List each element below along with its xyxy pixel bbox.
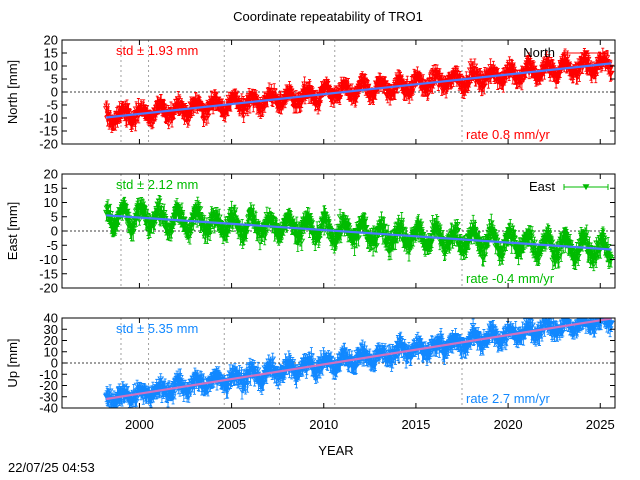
legend-label-north: North — [523, 45, 555, 60]
ytick-label-east-5: -5 — [46, 238, 58, 253]
legend-label-east: East — [529, 179, 555, 194]
y-axis-label-up: Up [mm] — [5, 338, 20, 387]
xtick-label-5: 2025 — [586, 417, 615, 432]
rate-label-up: rate 2.7 mm/yr — [466, 391, 550, 406]
legend-symbol-east — [563, 184, 609, 191]
ytick-label-east-6: -10 — [39, 252, 58, 267]
ytick-label-east-4: 0 — [51, 224, 58, 239]
xtick-label-3: 2015 — [401, 417, 430, 432]
ytick-label-up-8: -40 — [39, 401, 58, 416]
ytick-label-north-1: 15 — [44, 46, 58, 61]
ytick-label-north-3: 5 — [51, 72, 58, 87]
ytick-label-up-5: -10 — [39, 367, 58, 382]
ytick-label-north-0: 20 — [44, 33, 58, 48]
ytick-label-east-8: -20 — [39, 281, 58, 296]
ytick-label-up-6: -20 — [39, 378, 58, 393]
y-axis-label-east: East [mm] — [5, 202, 20, 261]
ytick-label-north-6: -10 — [39, 111, 58, 126]
xtick-label-2: 2010 — [309, 417, 338, 432]
ytick-label-up-2: 20 — [44, 333, 58, 348]
series-east — [103, 195, 615, 272]
ytick-label-east-3: 5 — [51, 209, 58, 224]
ytick-label-north-4: 0 — [51, 85, 58, 100]
ytick-label-east-7: -15 — [39, 266, 58, 281]
std-label-east: std ± 2.12 mm — [116, 177, 198, 192]
chart-title: Coordinate repeatability of TRO1 — [233, 9, 423, 24]
trend-line-east — [106, 214, 612, 251]
y-axis-label-north: North [mm] — [5, 60, 20, 124]
xtick-label-0: 2000 — [125, 417, 154, 432]
ytick-label-north-7: -15 — [39, 124, 58, 139]
ytick-label-up-3: 10 — [44, 344, 58, 359]
ytick-label-east-1: 15 — [44, 181, 58, 196]
ytick-label-north-5: -5 — [46, 98, 58, 113]
xtick-label-1: 2005 — [217, 417, 246, 432]
ytick-label-up-0: 40 — [44, 311, 58, 326]
x-axis-label: YEAR — [318, 443, 353, 458]
ytick-label-up-7: -30 — [39, 389, 58, 404]
std-label-up: std ± 5.35 mm — [116, 321, 198, 336]
ytick-label-up-4: 0 — [51, 356, 58, 371]
rate-label-east: rate -0.4 mm/yr — [466, 271, 555, 286]
ytick-label-up-1: 30 — [44, 322, 58, 337]
trend-line-up — [106, 317, 612, 401]
rate-label-north: rate 0.8 mm/yr — [466, 127, 550, 142]
ytick-label-north-8: -20 — [39, 137, 58, 152]
std-label-north: std ± 1.93 mm — [116, 43, 198, 58]
trend-line-north — [106, 62, 612, 119]
ytick-label-north-2: 10 — [44, 59, 58, 74]
legend-symbol-north — [563, 50, 609, 57]
ytick-label-east-0: 20 — [44, 167, 58, 182]
ytick-label-east-2: 10 — [44, 195, 58, 210]
timestamp: 22/07/25 04:53 — [8, 460, 95, 475]
xtick-label-4: 2020 — [494, 417, 523, 432]
